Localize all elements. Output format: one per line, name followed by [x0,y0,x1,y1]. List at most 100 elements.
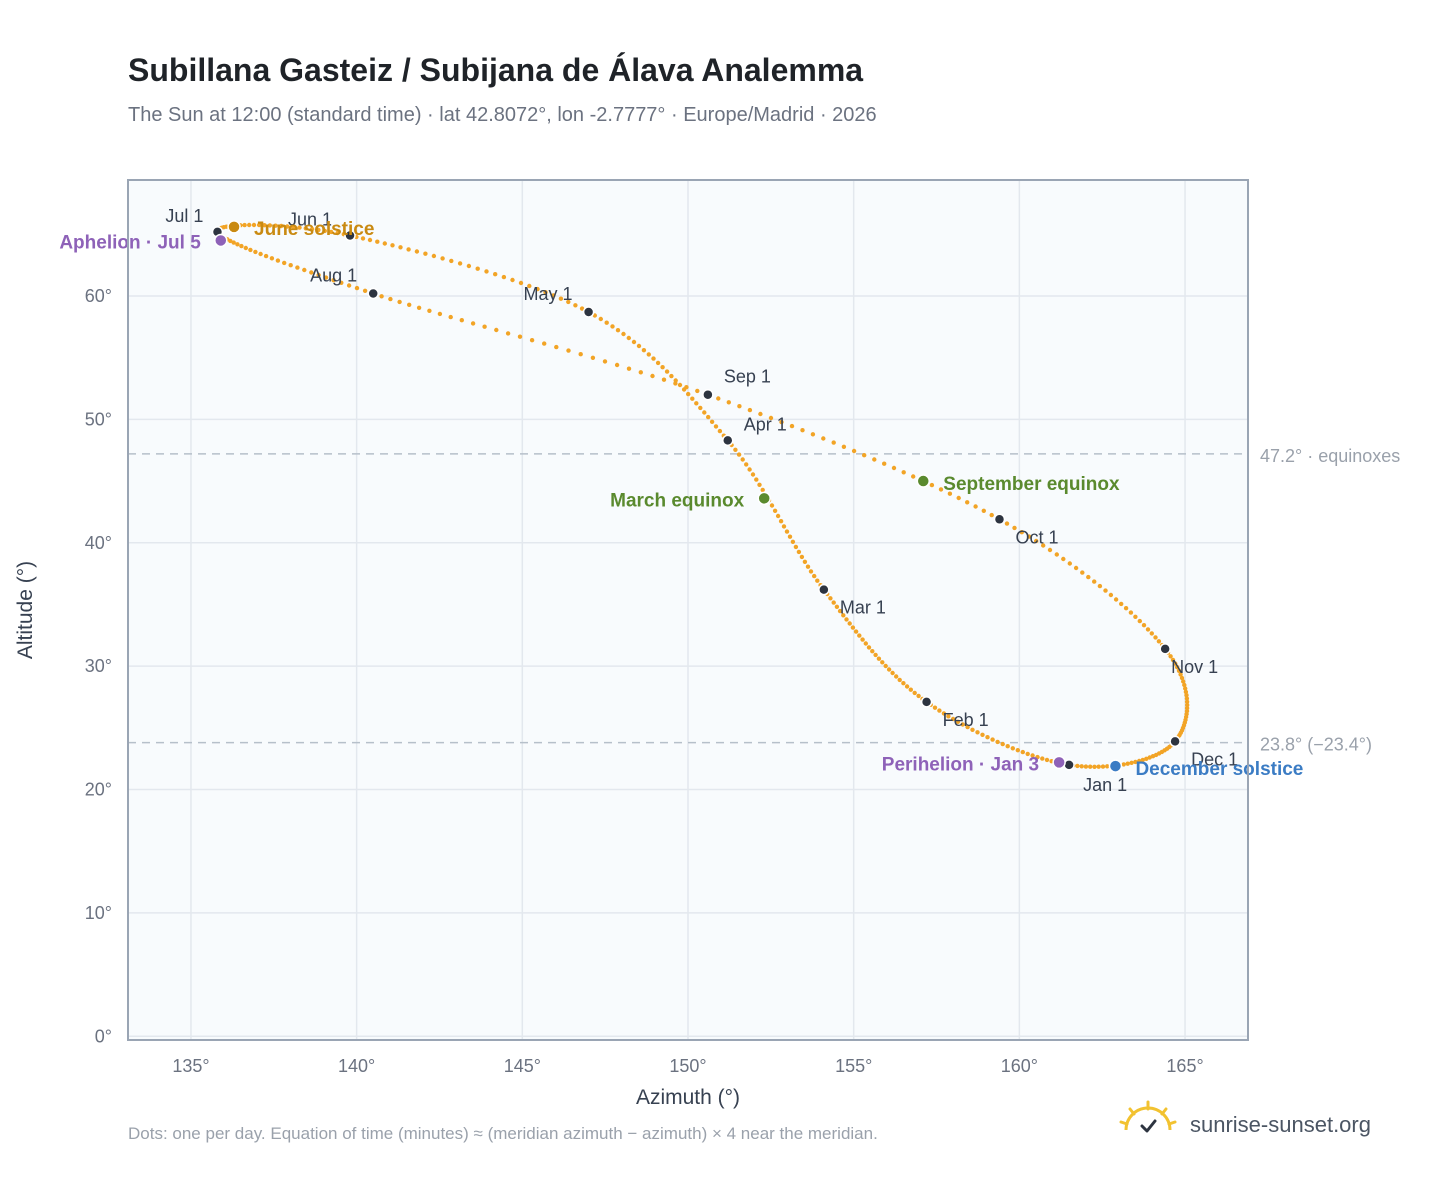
daily-dot [1080,570,1085,575]
daily-dot [610,324,615,329]
daily-dot [932,705,938,710]
daily-dot [598,316,603,322]
daily-dot [863,641,868,646]
daily-dot [604,320,609,325]
daily-dot [251,222,257,228]
daily-dot [1183,689,1189,695]
daily-dot [717,428,723,434]
plot-frame [127,179,1249,1041]
daily-dot [375,239,380,244]
daily-dot [847,621,852,626]
daily-dot [256,222,262,228]
daily-dot [636,343,642,349]
daily-dot [1041,543,1046,548]
daily-dot [882,461,887,466]
special-point-label: September equinox [943,474,1120,495]
daily-dot [626,366,632,371]
daily-dot [329,229,334,235]
daily-dot [686,391,691,397]
daily-dot [744,462,749,467]
month-marker [1159,643,1171,655]
daily-dot [810,432,816,437]
daily-dot [772,508,778,513]
daily-dot [828,596,833,601]
month-label: Feb 1 [943,710,989,730]
sun-check-icon [1119,1100,1177,1133]
daily-dot [851,448,857,454]
daily-dot [398,245,403,250]
daily-dot [1019,530,1024,535]
daily-dot [1100,764,1106,769]
daily-dot [459,318,464,323]
daily-dot [941,711,947,716]
daily-dot [1054,552,1060,557]
y-tick-label: 0° [95,1026,112,1046]
daily-dot [737,404,742,409]
daily-dot [638,370,643,375]
daily-dot [965,500,970,505]
daily-dot [866,645,872,650]
daily-dot [789,423,795,429]
daily-dot [695,388,700,394]
daily-dot [790,539,796,544]
daily-dot [275,258,281,263]
daily-dot [407,302,412,307]
brand-name: sunrise-sunset.org [1190,1112,1371,1137]
daily-dot [872,457,877,462]
daily-dot [880,660,885,665]
daily-dot [269,256,275,261]
month-marker [344,229,356,242]
special-point-label: December solstice [1135,759,1303,780]
month-marker [367,287,379,300]
month-label: Apr 1 [744,414,787,434]
daily-dot [273,223,278,228]
daily-dot [778,519,784,524]
daily-dot [784,529,790,534]
daily-dot [1034,538,1039,544]
daily-dot [367,237,373,243]
daily-dot [1128,610,1134,615]
daily-dot [876,656,882,661]
daily-dot [470,321,476,326]
special-point-marker [916,474,931,488]
month-label: Jun 1 [288,210,332,230]
daily-dot [1125,761,1130,766]
daily-dot [805,564,811,569]
daily-dot [316,272,321,278]
daily-dot [955,719,961,724]
daily-dot [1121,762,1126,767]
daily-dot [448,314,453,320]
daily-dot [535,286,540,292]
month-label: Oct 1 [1015,527,1058,547]
daily-dot [1185,702,1190,708]
daily-dot [267,223,273,228]
daily-dot [484,269,489,274]
x-tick-label: 140° [338,1056,375,1076]
daily-dot [799,554,805,560]
month-marker [1169,735,1181,748]
footnote: Dots: one per day. Equation of time (min… [128,1124,878,1143]
x-tick-label: 160° [1001,1056,1038,1076]
daily-dot [291,224,296,230]
daily-dot [1004,521,1010,526]
daily-dot [1119,601,1124,607]
brand[interactable]: sunrise-sunset.org [1118,1100,1388,1150]
daily-dot [1182,682,1187,688]
daily-dot [694,401,699,406]
daily-dot [1113,597,1119,602]
daily-dot [736,452,742,457]
special-point-label: March equinox [610,490,745,511]
daily-dot [1067,561,1073,566]
month-label: Dec 1 [1191,749,1238,769]
daily-dot [1179,675,1185,681]
daily-dot [1137,618,1143,624]
daily-dot [938,487,944,492]
daily-dot [965,724,970,730]
daily-dot [382,241,387,246]
daily-dot [322,228,327,234]
daily-dot [1005,744,1010,749]
daily-dot [779,419,784,425]
daily-dot [1108,592,1114,598]
daily-dot [646,352,651,357]
daily-dot [713,424,719,429]
